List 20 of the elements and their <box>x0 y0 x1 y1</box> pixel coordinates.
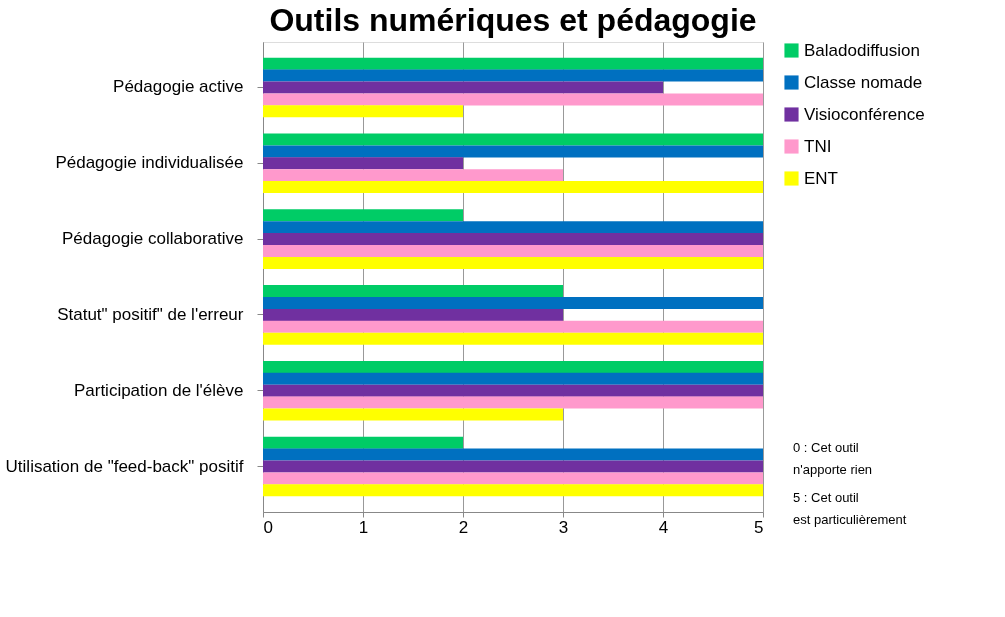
x-tick-label: 5 <box>754 517 764 537</box>
text: 0 : Cet outil n'apporte rien <box>793 440 873 477</box>
x-tick-label: 3 <box>558 517 569 537</box>
y-tick-label: Pédagogie active <box>113 77 244 97</box>
y-tick-label: Pédagogie collaborative <box>62 229 244 249</box>
x-tick-label: 1 <box>358 517 369 537</box>
legend-label: Visioconférence <box>804 104 925 124</box>
y-tick-label: Utilisation de "feed-back" positif <box>5 456 244 476</box>
x-tick-label: 4 <box>658 517 669 537</box>
y-tick-label: Statut" positif" de l'erreur <box>57 304 244 324</box>
legend-label: Classe nomade <box>804 72 923 92</box>
text: 5 : Cet outil est particulièrement <box>793 490 907 527</box>
x-tick-label: 0 <box>263 517 273 537</box>
x-tick-label: 2 <box>458 517 469 537</box>
y-tick-label: Pédagogie individualisée <box>55 153 244 173</box>
legend-label: ENT <box>804 168 838 188</box>
chart-title: Outils numériques et pédagogie <box>269 2 757 38</box>
y-tick-label: Participation de l'élève <box>73 380 244 400</box>
legend-label: Baladodiffusion <box>804 40 920 60</box>
legend-label: TNI <box>804 136 832 156</box>
